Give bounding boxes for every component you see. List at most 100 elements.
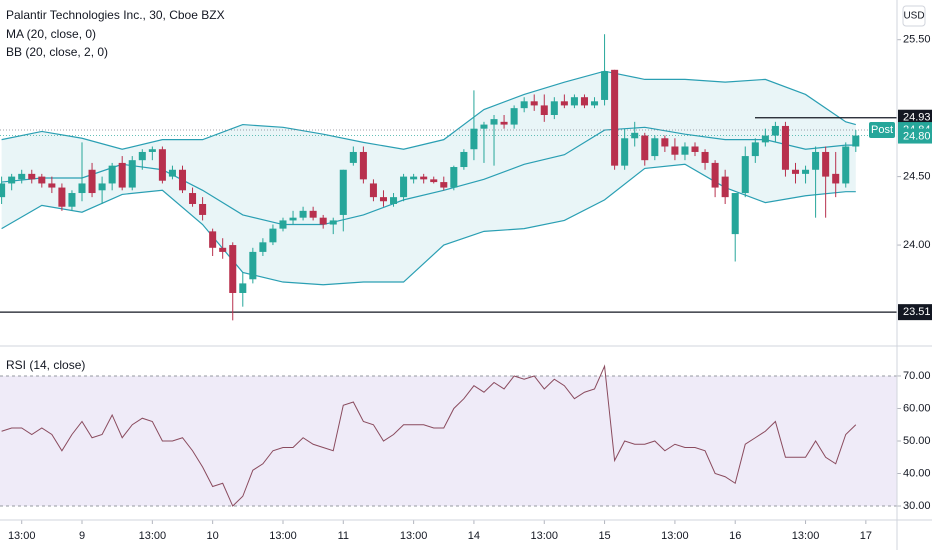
candle-body [239, 283, 247, 293]
candle-body [219, 247, 227, 252]
candle-body [38, 176, 46, 184]
candle-body [621, 138, 629, 166]
candle-body [832, 173, 840, 184]
price-label: 24.93 [903, 112, 931, 124]
candle-body [178, 169, 187, 191]
candle-body [78, 183, 86, 194]
last-label-box [898, 128, 932, 144]
candle-body [400, 176, 408, 198]
candle-body [540, 105, 548, 115]
candle-body [8, 176, 16, 184]
candle-body [751, 142, 759, 157]
candle-body [771, 125, 779, 136]
candle-body [681, 146, 689, 155]
y-tick-label: 60.00 [903, 402, 931, 414]
candle-body [550, 101, 558, 115]
candle-body [108, 165, 116, 184]
candle-body [168, 169, 176, 177]
candle-body [410, 176, 418, 180]
candle-body [430, 179, 438, 183]
candle-body [691, 146, 699, 152]
candle-body [309, 210, 317, 218]
candle-body [470, 128, 478, 150]
candle-body [741, 156, 749, 194]
candle-body [138, 151, 146, 161]
candle-body [721, 176, 729, 198]
candle-body [500, 121, 508, 125]
candle-body [390, 197, 398, 204]
candle-body [510, 108, 518, 125]
candle-body [68, 193, 76, 207]
candle-body [189, 193, 197, 204]
x-tick-label: 10 [207, 530, 219, 542]
x-tick-label: 15 [598, 530, 610, 542]
candle-body [329, 220, 337, 225]
candle-body [88, 169, 96, 194]
candle-body [209, 231, 217, 248]
candle-body [580, 97, 588, 106]
last-label: 24.80 [903, 130, 931, 142]
candle-body [731, 193, 739, 235]
candle-body [530, 101, 538, 106]
candle-body [450, 167, 458, 188]
candle-body [339, 169, 347, 215]
candle-body [711, 162, 719, 188]
post-badge [869, 122, 895, 139]
candle-body [28, 173, 36, 180]
candle-body [791, 169, 800, 174]
candle-body [279, 220, 287, 229]
rsi-line [1, 364, 857, 507]
y-tick-label: 50.00 [903, 435, 931, 447]
candle-body [651, 138, 659, 157]
candle-body [631, 132, 639, 139]
currency[interactable]: USD [903, 11, 924, 22]
candle-body [229, 245, 237, 293]
x-tick-label: 13:00 [269, 530, 297, 542]
indicator-bb[interactable]: BB (20, close, 2, 0) [6, 45, 108, 59]
rsi-band [0, 375, 897, 507]
y-tick-label: 25.50 [903, 34, 931, 46]
candle-body [420, 176, 428, 180]
candle-body [761, 135, 769, 143]
candle-body [148, 149, 156, 152]
candle-body [319, 217, 327, 225]
candle-body [158, 149, 166, 181]
candle-body [490, 119, 498, 125]
candle-body [299, 210, 307, 218]
candle-body [58, 187, 66, 207]
candle-body [18, 173, 26, 180]
x-tick-label: 13:00 [531, 530, 559, 542]
candle-body [369, 183, 377, 198]
candle-body [379, 197, 387, 202]
y-tick-label: 30.00 [903, 500, 931, 512]
candle-body [440, 182, 448, 188]
y-tick-label: 24.50 [903, 171, 931, 183]
candle-body [802, 169, 810, 174]
indicator-rsi[interactable]: RSI (14, close) [6, 358, 85, 372]
x-tick-label: 13:00 [792, 530, 820, 542]
price-label-box [898, 304, 932, 321]
candle-body [590, 101, 599, 106]
candle-body [560, 101, 568, 106]
indicator-ma[interactable]: MA (20, close, 0) [6, 27, 96, 41]
candle-body [822, 151, 830, 177]
x-tick-label: 11 [338, 530, 349, 542]
y-tick-label: 70.00 [903, 370, 931, 382]
bollinger-lower [1, 163, 856, 286]
x-tick-label: 17 [860, 530, 872, 542]
candle-body [480, 124, 488, 129]
candle-body [349, 151, 357, 163]
candle-body [781, 125, 789, 170]
candle-body [812, 151, 820, 170]
currency-button[interactable] [902, 5, 926, 27]
candle-body [460, 151, 468, 168]
bollinger-upper [1, 70, 856, 150]
candle-body [842, 146, 850, 184]
candle-body [570, 97, 578, 106]
post-name: Post [871, 124, 893, 136]
candle-body [128, 160, 136, 188]
candle-body [661, 138, 669, 147]
x-tick-label: 13:00 [661, 530, 689, 542]
candle-body [359, 151, 367, 180]
